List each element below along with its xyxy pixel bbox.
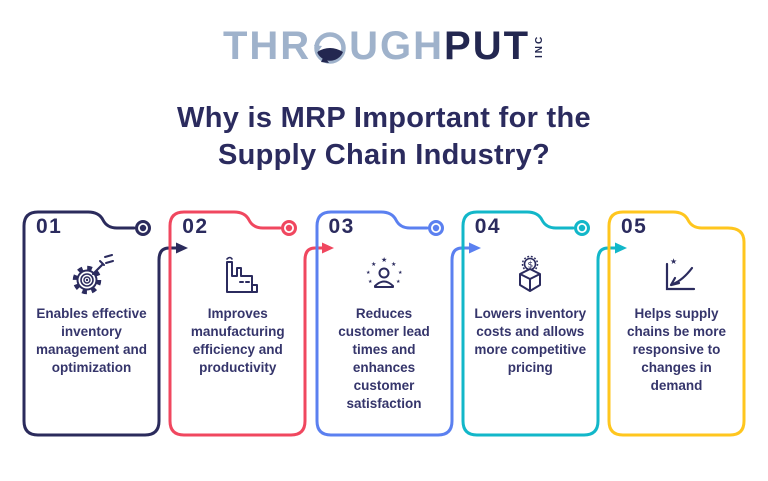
brand-logo: THR UGH PUT INC [0,26,768,66]
gear-target-icon [22,248,161,302]
svg-text:$: $ [528,261,534,271]
card-text: Lowers inventory costs and allows more c… [474,306,587,375]
benefit-cards: 01 Enables effective inventory managemen… [22,208,746,437]
card-04-costs: 04 $ Lowers inventory costs and allows m… [461,208,627,437]
svg-text:★: ★ [670,257,677,266]
demand-chart-icon: ★ [607,248,746,302]
card-number: 02 [182,215,209,238]
card-outline-connector [315,210,481,437]
card-05-demand: 05 ★ Helps supply chains be more respons… [607,208,746,437]
card-number: 04 [474,215,502,238]
svg-text:★: ★ [371,261,376,268]
box-coin-icon: $ [461,248,600,302]
arrow-right-icon [614,242,627,254]
logo-text-put: PUT [444,24,531,68]
arrow-right-icon [322,242,335,254]
customer-stars-icon: ★ ★ ★ ★ ★ ★ ★ [315,248,454,302]
page-title-line2: Supply Chain Industry? [217,138,551,171]
arrow-right-icon [468,242,481,254]
card-text: Enables effective inventory management a… [35,306,148,375]
logo-text-through-prefix: THR [222,24,312,68]
page-title-line1: Why is MRP Important for the [177,102,591,134]
svg-text:★: ★ [398,270,403,276]
factory-icon [168,248,307,302]
card-text: Helps supply chains be more responsive t… [626,306,727,393]
svg-text:★: ★ [396,279,401,285]
card-text: Improves manufacturing efficiency and pr… [190,306,285,375]
globe-cycle-icon [314,32,346,64]
svg-text:★: ★ [381,256,387,264]
card-02-manufacturing: 02 Improves manufacturing efficiency and… [168,208,335,437]
arrow-right-icon [176,242,188,254]
card-number: 03 [328,215,355,238]
card-outline [607,210,746,437]
svg-text:★: ★ [391,261,396,268]
card-number: 05 [621,215,648,238]
card-outline-connector [461,210,627,437]
card-text: Reduces customer lead times and enhances… [338,306,430,411]
svg-text:★: ★ [368,279,373,285]
svg-text:★: ★ [366,270,371,276]
logo-inc-label: INC [534,34,546,58]
card-03-customer: 03 ★ ★ ★ ★ ★ ★ ★ Reduces customer lead t… [315,208,481,437]
logo-text-through-suffix: UGH [349,24,445,68]
card-number: 01 [36,215,63,238]
card-outline-connector [22,210,188,437]
page-title: Why is MRP Important for the Supply Chai… [0,100,768,173]
card-01-inventory: 01 Enables effective inventory managemen… [22,208,188,437]
card-outline-connector [168,210,335,437]
